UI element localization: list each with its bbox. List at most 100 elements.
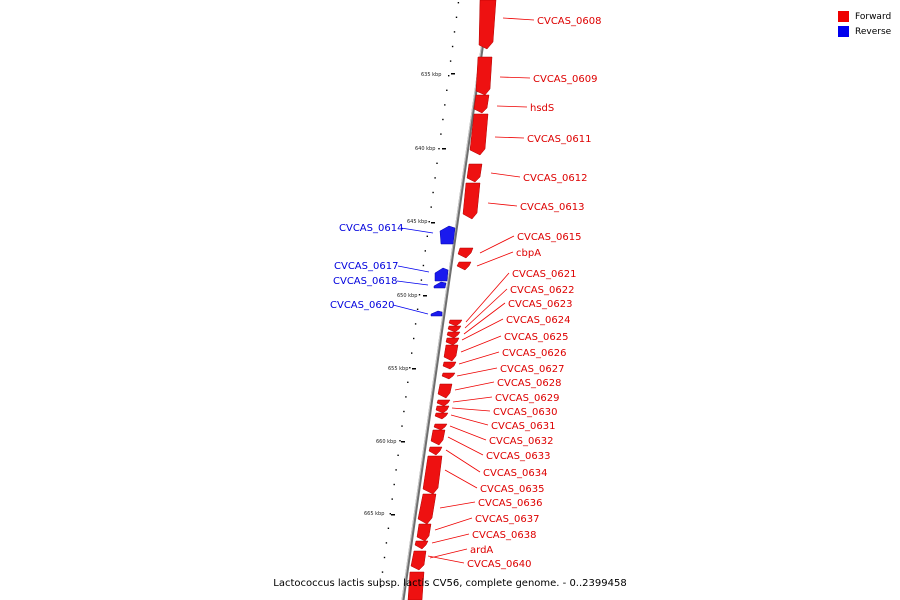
label-cbpA[interactable]: cbpA	[516, 248, 541, 259]
leader-line	[445, 449, 481, 473]
label-CVCAS_0627[interactable]: CVCAS_0627	[500, 364, 564, 375]
gene-cbpA[interactable]	[456, 261, 472, 271]
legend-item-reverse[interactable]: Reverse	[838, 24, 891, 39]
label-CVCAS_0620[interactable]: CVCAS_0620	[330, 300, 394, 311]
leader-line	[439, 501, 476, 509]
label-CVCAS_0626[interactable]: CVCAS_0626	[502, 348, 566, 359]
minor-tick	[420, 279, 423, 281]
label-CVCAS_0621[interactable]: CVCAS_0621	[512, 269, 576, 280]
minor-tick	[385, 542, 388, 544]
leader-line	[463, 302, 506, 335]
gene-CVCAS_0623[interactable]	[446, 331, 461, 339]
minor-tick	[438, 148, 440, 150]
gene-CVCAS_0621[interactable]	[448, 319, 463, 327]
label-CVCAS_0625[interactable]: CVCAS_0625	[504, 332, 568, 343]
label-ardA[interactable]: ardA	[470, 545, 493, 556]
gene-CVCAS_0627[interactable]	[441, 372, 456, 380]
forward-swatch	[838, 11, 849, 22]
gene-CVCAS_0614[interactable]	[439, 225, 456, 245]
label-CVCAS_0615[interactable]: CVCAS_0615	[517, 232, 581, 243]
label-CVCAS_0617[interactable]: CVCAS_0617	[334, 261, 398, 272]
gene-CVCAS_0629[interactable]	[436, 399, 451, 407]
label-CVCAS_0638[interactable]: CVCAS_0638	[472, 530, 536, 541]
leader-line	[447, 436, 484, 456]
minor-tick	[403, 410, 405, 413]
gene-CVCAS_0608[interactable]	[478, 0, 497, 50]
gene-CVCAS_0611[interactable]	[469, 113, 489, 156]
scale-label: 655 kbp	[388, 366, 408, 372]
label-hsdS[interactable]: hsdS	[530, 103, 554, 114]
minor-tick	[391, 498, 393, 500]
gene-CVCAS_0618[interactable]	[433, 281, 447, 289]
gene-ardA[interactable]	[410, 550, 427, 571]
gene-CVCAS_0615[interactable]	[457, 247, 474, 259]
forward-labels: CVCAS_0608 CVCAS_0609 hsdS CVCAS_0611 CV…	[467, 16, 601, 570]
gene-CVCAS_0640[interactable]	[407, 571, 425, 600]
label-CVCAS_0634[interactable]: CVCAS_0634	[483, 468, 547, 479]
label-CVCAS_0623[interactable]: CVCAS_0623	[508, 299, 572, 310]
label-CVCAS_0624[interactable]: CVCAS_0624	[506, 315, 570, 326]
gene-CVCAS_0613[interactable]	[462, 182, 481, 220]
label-CVCAS_0633[interactable]: CVCAS_0633	[486, 451, 550, 462]
leader-line	[449, 425, 487, 441]
leader-line	[427, 555, 465, 564]
gene-CVCAS_0637[interactable]	[416, 523, 432, 542]
leader-line	[444, 469, 478, 489]
leader-line	[456, 367, 498, 377]
reverse-genes	[430, 225, 456, 317]
minor-tick	[455, 16, 458, 18]
label-CVCAS_0609[interactable]: CVCAS_0609	[533, 74, 597, 85]
leader-line	[465, 272, 510, 323]
scale-label: 660 kbp	[376, 439, 396, 445]
gene-CVCAS_0630[interactable]	[435, 405, 450, 414]
scale-tick	[391, 514, 395, 516]
genome-backbone	[401, 0, 491, 600]
label-CVCAS_0628[interactable]: CVCAS_0628	[497, 378, 561, 389]
label-CVCAS_0614[interactable]: CVCAS_0614	[339, 223, 403, 234]
label-CVCAS_0622[interactable]: CVCAS_0622	[510, 285, 574, 296]
label-CVCAS_0640[interactable]: CVCAS_0640	[467, 559, 531, 570]
gene-CVCAS_0638[interactable]	[414, 540, 429, 550]
gene-CVCAS_0633[interactable]	[430, 429, 446, 446]
leader-line	[431, 533, 470, 544]
label-CVCAS_0629[interactable]: CVCAS_0629	[495, 393, 559, 404]
label-CVCAS_0635[interactable]: CVCAS_0635	[480, 484, 544, 495]
legend-item-forward[interactable]: Forward	[838, 9, 891, 24]
label-CVCAS_0631[interactable]: CVCAS_0631	[491, 421, 555, 432]
minor-tick	[428, 221, 430, 223]
gene-CVCAS_0609[interactable]	[475, 56, 493, 96]
scale-label: 635 kbp	[421, 72, 441, 78]
label-CVCAS_0608[interactable]: CVCAS_0608	[537, 16, 601, 27]
gene-CVCAS_0628[interactable]	[437, 383, 453, 399]
label-CVCAS_0611[interactable]: CVCAS_0611	[527, 134, 591, 145]
minor-tick	[401, 425, 403, 427]
gene-CVCAS_0612[interactable]	[466, 163, 483, 183]
leader-line	[452, 396, 493, 403]
label-CVCAS_0612[interactable]: CVCAS_0612	[523, 173, 587, 184]
minor-tick	[434, 177, 436, 179]
gene-CVCAS_0620[interactable]	[430, 310, 443, 317]
gene-CVCAS_0622[interactable]	[447, 325, 462, 333]
gene-CVCAS_0632[interactable]	[433, 423, 448, 431]
gene-CVCAS_0636[interactable]	[417, 493, 437, 525]
gene-CVCAS_0626[interactable]	[442, 361, 457, 370]
gene-CVCAS_0624[interactable]	[445, 337, 460, 346]
gene-CVCAS_0631[interactable]	[434, 412, 449, 420]
label-CVCAS_0618[interactable]: CVCAS_0618	[333, 276, 397, 287]
minor-tick	[393, 483, 395, 486]
minor-tick	[413, 337, 415, 340]
gene-CVCAS_0617[interactable]	[434, 267, 449, 282]
label-CVCAS_0630[interactable]: CVCAS_0630	[493, 407, 557, 418]
label-CVCAS_0613[interactable]: CVCAS_0613	[520, 202, 584, 213]
label-CVCAS_0632[interactable]: CVCAS_0632	[489, 436, 553, 447]
forward-genes	[407, 0, 497, 600]
label-CVCAS_0636[interactable]: CVCAS_0636	[478, 498, 542, 509]
gene-CVCAS_0625[interactable]	[443, 344, 459, 362]
leader-line	[502, 17, 535, 21]
scale-label: 665 kbp	[364, 511, 384, 517]
gene-CVCAS_0635[interactable]	[422, 455, 443, 495]
scale-tick	[451, 73, 455, 75]
gene-CVCAS_0634[interactable]	[428, 446, 443, 456]
label-CVCAS_0637[interactable]: CVCAS_0637	[475, 514, 539, 525]
gene-hsdS[interactable]	[473, 94, 490, 114]
